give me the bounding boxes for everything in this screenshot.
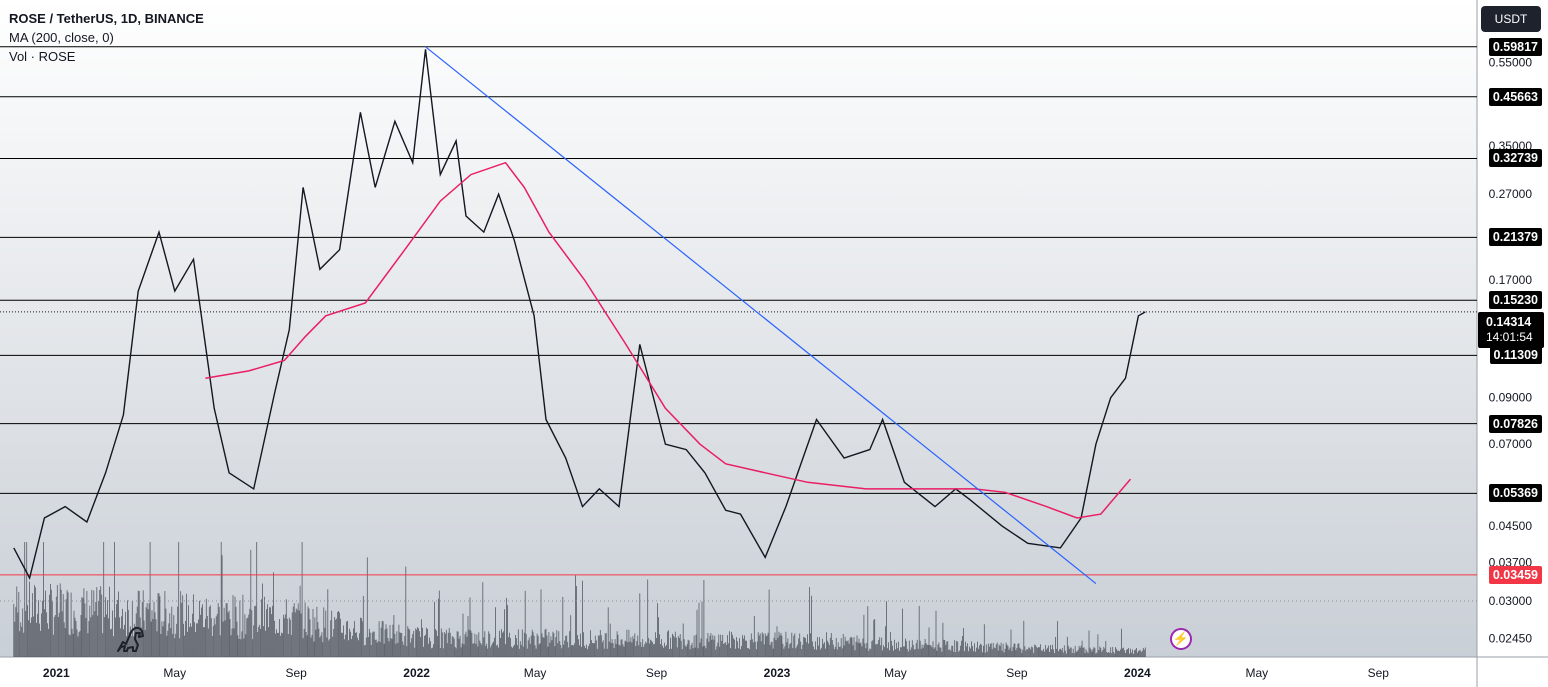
last-price-value: 0.14314: [1486, 315, 1532, 329]
ma-200-line: [205, 161, 1132, 519]
plot-background: [0, 0, 1477, 657]
time-axis-tick: Sep: [1006, 666, 1028, 680]
price-axis-tick: 0.04500: [1489, 519, 1533, 533]
price-axis-tick: 0.17000: [1489, 273, 1533, 287]
price-axis-tick: 0.55000: [1489, 55, 1533, 69]
volume-indicator-label[interactable]: Vol · ROSE: [9, 49, 76, 64]
price-axis-tick: 0.03000: [1489, 594, 1533, 608]
time-axis-tick: 2021: [43, 666, 70, 680]
bar-countdown: 14:01:54: [1486, 330, 1533, 344]
level-price-label: 0.15230: [1488, 291, 1542, 310]
time-axis-tick: Sep: [1368, 666, 1390, 680]
price-axis-tick: 0.07000: [1489, 437, 1533, 451]
time-axis-tick: 2023: [764, 666, 791, 680]
support-price-label: 0.03459: [1488, 565, 1542, 584]
trend-line: [425, 46, 1097, 585]
level-price-label: 0.45663: [1488, 87, 1542, 106]
level-price-label: 0.07826: [1488, 414, 1542, 433]
tradingview-logo-icon: [117, 626, 144, 652]
level-price-label: 0.21379: [1488, 228, 1542, 247]
level-price-label: 0.32739: [1488, 149, 1542, 168]
time-axis-tick: Sep: [286, 666, 308, 680]
price-axis-tick: 0.02450: [1489, 632, 1533, 646]
time-axis-tick: 2024: [1124, 666, 1151, 680]
last-price-label: 0.14314 14:01:54: [1478, 312, 1544, 348]
time-axis-tick: 2022: [403, 666, 430, 680]
time-axis-tick: May: [524, 666, 547, 680]
price-axis-tick: 0.27000: [1489, 187, 1533, 201]
level-price-label: 0.05369: [1488, 484, 1542, 503]
level-price-label: 0.59817: [1488, 37, 1542, 56]
time-axis-background: [0, 657, 1548, 687]
symbol-title[interactable]: ROSE / TetherUS, 1D, BINANCE: [9, 11, 204, 26]
time-axis-tick: Sep: [646, 666, 668, 680]
time-axis-tick: May: [1245, 666, 1268, 680]
chart-legend: ROSE / TetherUS, 1D, BINANCE MA (200, cl…: [9, 9, 204, 66]
lightning-icon[interactable]: ⚡: [1170, 628, 1192, 650]
price-axis-tick: 0.09000: [1489, 391, 1533, 405]
level-price-label: 0.11309: [1489, 346, 1542, 365]
ma-indicator-label[interactable]: MA (200, close, 0): [9, 30, 114, 45]
time-axis-tick: May: [884, 666, 907, 680]
currency-button[interactable]: USDT: [1481, 6, 1541, 32]
time-axis-tick: May: [163, 666, 186, 680]
